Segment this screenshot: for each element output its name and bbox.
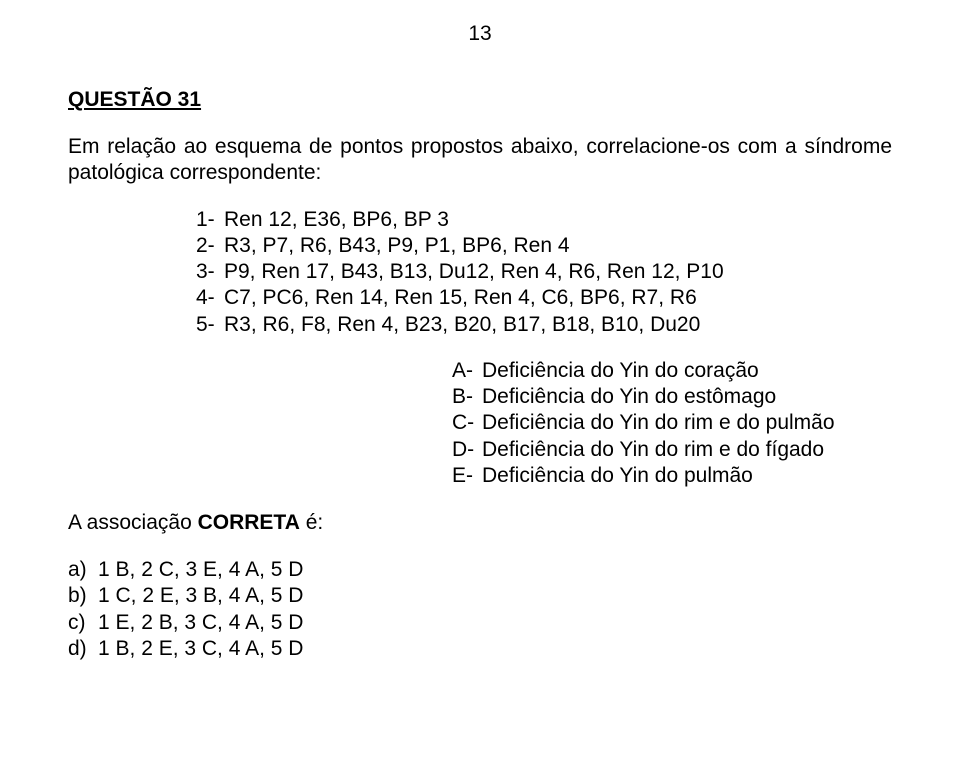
answer-text: 1 B, 2 C, 3 E, 4 A, 5 D [98, 557, 892, 583]
lettered-list: A- Deficiência do Yin do coração B- Defi… [452, 358, 892, 489]
item-number: 1- [196, 207, 224, 233]
answer-letter: b) [68, 583, 98, 609]
item-letter: D- [452, 437, 482, 463]
item-text: Ren 12, E36, BP6, BP 3 [224, 207, 892, 233]
list-item: 1- Ren 12, E36, BP6, BP 3 [196, 207, 892, 233]
association-suffix: é: [300, 511, 323, 534]
question-intro: Em relação ao esquema de pontos proposto… [68, 134, 892, 187]
item-letter: E- [452, 463, 482, 489]
item-text: R3, P7, R6, B43, P9, P1, BP6, Ren 4 [224, 233, 892, 259]
list-item: 3- P9, Ren 17, B43, B13, Du12, Ren 4, R6… [196, 259, 892, 285]
answer-text: 1 C, 2 E, 3 B, 4 A, 5 D [98, 583, 892, 609]
answer-letter: a) [68, 557, 98, 583]
item-text: P9, Ren 17, B43, B13, Du12, Ren 4, R6, R… [224, 259, 892, 285]
answer-letter: c) [68, 610, 98, 636]
item-number: 4- [196, 285, 224, 311]
page-number: 13 [0, 22, 960, 46]
list-item: 4- C7, PC6, Ren 14, Ren 15, Ren 4, C6, B… [196, 285, 892, 311]
item-text: Deficiência do Yin do estômago [482, 384, 892, 410]
numbered-list: 1- Ren 12, E36, BP6, BP 3 2- R3, P7, R6,… [196, 207, 892, 338]
list-item: b) 1 C, 2 E, 3 B, 4 A, 5 D [68, 583, 892, 609]
item-text: Deficiência do Yin do pulmão [482, 463, 892, 489]
list-item: a) 1 B, 2 C, 3 E, 4 A, 5 D [68, 557, 892, 583]
association-prefix: A associação [68, 511, 198, 534]
answer-text: 1 B, 2 E, 3 C, 4 A, 5 D [98, 636, 892, 662]
list-item: D- Deficiência do Yin do rim e do fígado [452, 437, 892, 463]
list-item: c) 1 E, 2 B, 3 C, 4 A, 5 D [68, 610, 892, 636]
association-prompt: A associação CORRETA é: [68, 511, 892, 535]
item-letter: B- [452, 384, 482, 410]
question-title: QUESTÃO 31 [68, 88, 892, 112]
list-item: E- Deficiência do Yin do pulmão [452, 463, 892, 489]
item-text: R3, R6, F8, Ren 4, B23, B20, B17, B18, B… [224, 312, 892, 338]
answers-list: a) 1 B, 2 C, 3 E, 4 A, 5 D b) 1 C, 2 E, … [68, 557, 892, 662]
answer-text: 1 E, 2 B, 3 C, 4 A, 5 D [98, 610, 892, 636]
item-text: Deficiência do Yin do coração [482, 358, 892, 384]
item-text: Deficiência do Yin do rim e do pulmão [482, 410, 892, 436]
item-number: 2- [196, 233, 224, 259]
list-item: d) 1 B, 2 E, 3 C, 4 A, 5 D [68, 636, 892, 662]
item-letter: A- [452, 358, 482, 384]
document-page: 13 QUESTÃO 31 Em relação ao esquema de p… [0, 0, 960, 766]
item-text: Deficiência do Yin do rim e do fígado [482, 437, 892, 463]
item-number: 5- [196, 312, 224, 338]
list-item: B- Deficiência do Yin do estômago [452, 384, 892, 410]
association-bold: CORRETA [198, 511, 300, 534]
item-text: C7, PC6, Ren 14, Ren 15, Ren 4, C6, BP6,… [224, 285, 892, 311]
item-number: 3- [196, 259, 224, 285]
list-item: 5- R3, R6, F8, Ren 4, B23, B20, B17, B18… [196, 312, 892, 338]
item-letter: C- [452, 410, 482, 436]
answer-letter: d) [68, 636, 98, 662]
list-item: C- Deficiência do Yin do rim e do pulmão [452, 410, 892, 436]
list-item: A- Deficiência do Yin do coração [452, 358, 892, 384]
list-item: 2- R3, P7, R6, B43, P9, P1, BP6, Ren 4 [196, 233, 892, 259]
